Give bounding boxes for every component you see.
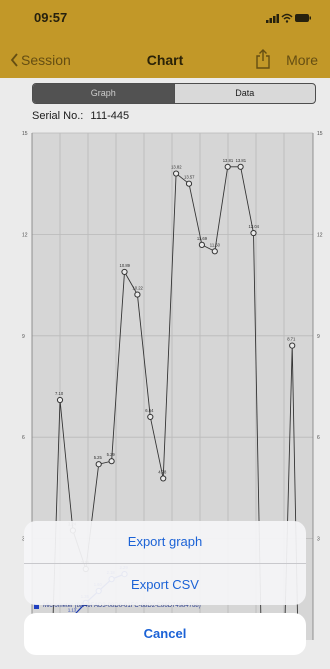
data-point: [95, 461, 102, 468]
data-label: 10.89: [120, 263, 131, 268]
data-point: [147, 413, 154, 421]
serial-label: Serial No.:: [32, 110, 84, 122]
data-label: 11.50: [210, 242, 221, 247]
back-button[interactable]: Session: [10, 52, 71, 68]
data-point: [121, 268, 128, 276]
segment-data[interactable]: Data: [173, 84, 316, 103]
action-sheet: Export graph Export CSV: [24, 521, 306, 605]
y-tick-label-left: 12: [22, 232, 28, 238]
data-label: 10.22: [132, 286, 143, 291]
data-point: [211, 248, 218, 255]
data-point: [108, 458, 115, 465]
data-label: 1.13: [68, 607, 77, 612]
export-graph-button[interactable]: Export graph: [127, 534, 203, 549]
y-tick-label-left: 6: [22, 435, 25, 441]
page-title: Chart: [146, 52, 184, 68]
data-point: [250, 229, 257, 237]
data-point: [134, 291, 141, 298]
y-tick-label-right: 3: [317, 537, 320, 543]
data-point: [56, 396, 64, 404]
status-time: 09:57: [34, 10, 68, 25]
share-icon: [256, 49, 270, 69]
data-point: [289, 342, 296, 349]
status-icons: [266, 12, 312, 24]
status-bar: 09:57: [0, 0, 330, 40]
data-point: [224, 163, 231, 170]
chart-legend: Micrometer (8A49FAD3-08D6-61FC-88D2-E86D…: [34, 603, 201, 609]
y-tick-label-right: 6: [317, 435, 320, 441]
more-button[interactable]: More: [286, 52, 318, 68]
y-tick-label-left: 9: [22, 334, 25, 340]
data-point: [160, 475, 167, 482]
cancel-button[interactable]: Cancel: [24, 613, 306, 655]
data-label: 13.82: [171, 165, 182, 170]
data-label: 7.10: [55, 391, 64, 396]
back-button-label: Session: [21, 52, 71, 68]
data-label: 5.29: [107, 452, 116, 457]
legend-series-name: Micrometer (8A49FAD3-08D6-61FC-88D2-E86D…: [43, 603, 201, 609]
data-label: 11.69: [197, 236, 208, 241]
data-point: [198, 241, 205, 248]
segment-graph[interactable]: Graph: [33, 84, 174, 103]
y-tick-label-left: 3: [22, 537, 25, 543]
view-segmented-control: Graph Data: [32, 83, 316, 104]
export-csv-button[interactable]: Export CSV: [24, 563, 306, 605]
chevron-left-icon: [10, 53, 18, 67]
data-label: 5.25: [94, 455, 103, 460]
data-point: [173, 170, 180, 177]
legend-swatch: [34, 603, 39, 609]
signal-icon: [266, 14, 279, 23]
serial-value: 111-445: [90, 110, 130, 122]
y-tick-label-left: 15: [22, 131, 28, 137]
data-label: 12.04: [249, 224, 260, 229]
data-point: [185, 180, 193, 187]
share-button[interactable]: [255, 49, 271, 74]
data-label: 4.78: [158, 469, 167, 474]
data-label: 13.57: [184, 175, 195, 180]
navigation-bar: Session Chart More: [0, 40, 330, 78]
wifi-icon: [281, 13, 293, 23]
y-tick-label-right: 12: [317, 232, 323, 238]
battery-icon: [295, 14, 311, 22]
data-label: 13.81: [236, 158, 247, 163]
data-label: 6.64: [145, 408, 154, 413]
y-tick-label-right: 9: [317, 334, 320, 340]
data-label: 8.71: [287, 337, 296, 342]
data-point: [237, 163, 244, 170]
y-tick-label-right: 15: [317, 131, 323, 137]
data-label: 13.81: [223, 158, 234, 163]
serial-number: Serial No.: 111-445: [32, 110, 129, 122]
